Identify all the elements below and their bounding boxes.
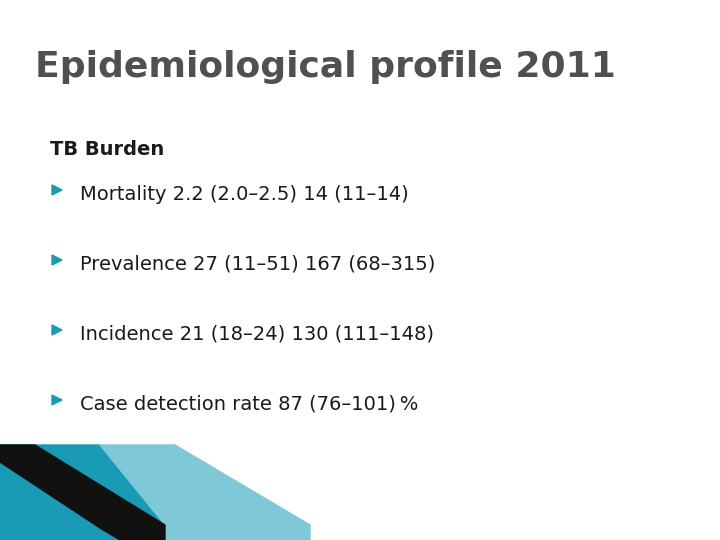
Text: TB Burden: TB Burden: [50, 140, 164, 159]
Text: Mortality 2.2 (2.0–2.5) 14 (11–14): Mortality 2.2 (2.0–2.5) 14 (11–14): [80, 185, 409, 204]
Polygon shape: [52, 255, 62, 265]
Polygon shape: [52, 325, 62, 335]
Polygon shape: [52, 395, 62, 405]
Polygon shape: [100, 445, 310, 540]
Polygon shape: [0, 445, 230, 540]
Text: Epidemiological profile 2011: Epidemiological profile 2011: [35, 50, 616, 84]
Text: Case detection rate 87 (76–101) %: Case detection rate 87 (76–101) %: [80, 395, 418, 414]
Polygon shape: [0, 445, 165, 540]
Polygon shape: [52, 185, 62, 195]
Text: Prevalence 27 (11–51) 167 (68–315): Prevalence 27 (11–51) 167 (68–315): [80, 255, 436, 274]
Text: Incidence 21 (18–24) 130 (111–148): Incidence 21 (18–24) 130 (111–148): [80, 325, 434, 344]
